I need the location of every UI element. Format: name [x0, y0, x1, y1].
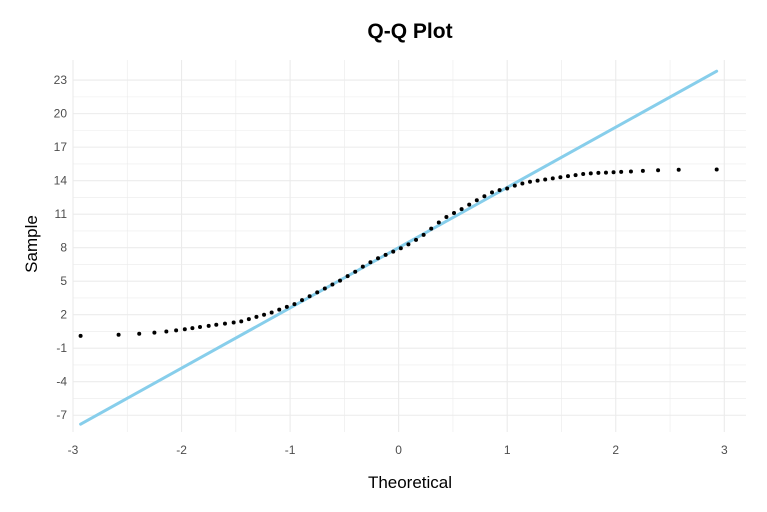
y-tick-label: 5: [60, 274, 67, 288]
data-point: [254, 314, 259, 319]
y-tick-label: 14: [54, 174, 68, 188]
data-point: [558, 175, 563, 180]
data-point: [619, 169, 624, 174]
data-point: [467, 202, 472, 207]
data-point: [383, 252, 388, 257]
y-tick-label: -7: [56, 408, 67, 422]
data-point: [338, 278, 343, 283]
y-tick-label: 2: [60, 308, 67, 322]
data-point: [152, 330, 157, 335]
data-point: [444, 214, 449, 219]
reference-line-layer: [79, 69, 719, 426]
data-point: [398, 246, 403, 251]
data-point: [322, 286, 327, 291]
data-point: [429, 226, 434, 231]
data-point: [535, 178, 540, 183]
data-point: [246, 317, 251, 322]
data-point: [231, 320, 236, 325]
data-point: [505, 186, 510, 191]
data-point: [581, 171, 586, 176]
data-point: [182, 327, 187, 332]
data-point: [277, 307, 282, 312]
chart-title: Q-Q Plot: [367, 20, 452, 43]
data-point: [116, 332, 121, 337]
data-point: [676, 167, 681, 172]
data-point: [628, 169, 633, 174]
data-point: [459, 207, 464, 212]
y-axis-ticks: -7 -4 -1 2 5 8 11 14 17 20 23: [54, 73, 68, 422]
data-point: [292, 302, 297, 307]
data-point: [222, 321, 227, 326]
data-point: [300, 298, 305, 303]
data-point: [436, 220, 441, 225]
x-tick-label: 0: [395, 443, 402, 457]
data-point: [391, 249, 396, 254]
data-point: [239, 319, 244, 324]
data-point: [640, 168, 645, 173]
data-point: [714, 167, 719, 172]
y-tick-label: -1: [56, 341, 67, 355]
data-point: [573, 173, 578, 178]
y-tick-label: 23: [54, 73, 68, 87]
data-point: [452, 211, 457, 216]
data-point: [360, 264, 365, 269]
data-point: [174, 328, 179, 333]
data-point: [512, 183, 517, 188]
data-point: [164, 329, 169, 334]
data-point: [497, 188, 502, 193]
data-point: [421, 232, 426, 237]
data-point: [330, 282, 335, 287]
x-tick-label: -2: [176, 443, 187, 457]
data-point: [596, 170, 601, 175]
data-point: [406, 242, 411, 247]
data-point: [527, 179, 532, 184]
data-point: [489, 190, 494, 195]
x-axis-ticks: -3 -2 -1 0 1 2 3: [68, 443, 728, 457]
points-layer: [78, 167, 719, 338]
y-tick-label: 20: [54, 107, 68, 121]
data-point: [262, 312, 267, 317]
data-point: [190, 326, 195, 331]
x-tick-label: -3: [68, 443, 79, 457]
y-tick-label: 17: [54, 140, 68, 154]
data-point: [588, 171, 593, 176]
data-point: [198, 324, 203, 329]
y-tick-label: -4: [56, 375, 67, 389]
data-point: [414, 237, 419, 242]
data-point: [368, 260, 373, 265]
x-tick-label: 3: [721, 443, 728, 457]
data-point: [315, 290, 320, 295]
y-tick-label: 11: [55, 207, 68, 221]
x-tick-label: 2: [612, 443, 619, 457]
x-tick-label: 1: [504, 443, 511, 457]
data-point: [376, 256, 381, 261]
data-point: [656, 168, 661, 173]
reference-line: [79, 69, 719, 426]
data-point: [345, 274, 350, 279]
data-point: [543, 177, 548, 182]
x-tick-label: -1: [285, 443, 296, 457]
data-point: [214, 322, 219, 327]
x-axis-title: Theoretical: [368, 473, 452, 492]
data-point: [269, 310, 274, 315]
grid: [72, 60, 746, 432]
y-axis-title: Sample: [22, 215, 41, 273]
data-point: [603, 170, 608, 175]
data-point: [353, 269, 358, 274]
y-tick-label: 8: [60, 241, 67, 255]
data-point: [482, 194, 487, 199]
data-point: [284, 304, 289, 309]
data-point: [137, 331, 142, 336]
data-point: [474, 198, 479, 203]
data-point: [78, 333, 83, 338]
data-point: [206, 323, 211, 328]
data-point: [550, 176, 555, 181]
data-point: [520, 181, 525, 186]
data-point: [565, 174, 570, 179]
data-point: [307, 294, 312, 299]
data-point: [611, 170, 616, 175]
